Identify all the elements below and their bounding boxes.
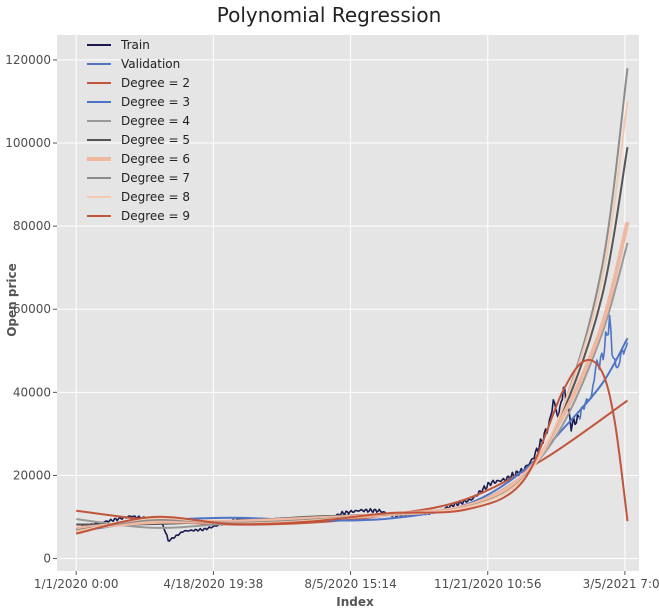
series-line-validation	[578, 314, 629, 421]
y-tick-label: 20000	[13, 468, 51, 482]
x-tick-label: 8/5/2020 15:14	[304, 577, 396, 591]
y-axis-ticks: 0 20000 40000 60000 80000 100000 120000	[5, 53, 57, 566]
legend-label: Degree = 4	[121, 114, 190, 128]
plot-area	[57, 35, 639, 571]
x-tick-label: 1/1/2020 0:00	[34, 577, 119, 591]
legend-label: Degree = 9	[121, 209, 190, 223]
legend-label: Degree = 5	[121, 133, 190, 147]
y-axis-label: Open price	[5, 263, 19, 337]
legend-label: Degree = 8	[121, 190, 190, 204]
y-tick-label: 80000	[13, 219, 51, 233]
x-axis-label: Index	[336, 595, 374, 609]
legend-label: Degree = 3	[121, 95, 190, 109]
legend-label: Train	[120, 38, 150, 52]
x-axis-ticks: 1/1/2020 0:00 4/18/2020 19:38 8/5/2020 15:…	[34, 571, 659, 591]
series-layer	[75, 68, 630, 542]
x-tick-label: 4/18/2020 19:38	[163, 577, 263, 591]
legend-label: Degree = 2	[121, 76, 190, 90]
series-line-degree-9	[75, 358, 629, 535]
x-tick-label: 3/5/2021 7:06	[583, 577, 659, 591]
y-tick-label: 40000	[13, 385, 51, 399]
grid-lines	[57, 35, 639, 571]
y-tick-label: 120000	[5, 53, 51, 67]
legend-label: Validation	[121, 57, 180, 71]
y-tick-label: 0	[43, 552, 51, 566]
legend-label: Degree = 7	[121, 171, 190, 185]
chart-title: Polynomial Regression	[217, 3, 442, 27]
y-tick-label: 60000	[13, 302, 51, 316]
x-tick-label: 11/21/2020 10:56	[434, 577, 542, 591]
legend: Train Validation Degree = 2 Degree = 3 Degre…	[87, 38, 190, 223]
legend-label: Degree = 6	[121, 152, 190, 166]
y-tick-label: 100000	[5, 136, 51, 150]
